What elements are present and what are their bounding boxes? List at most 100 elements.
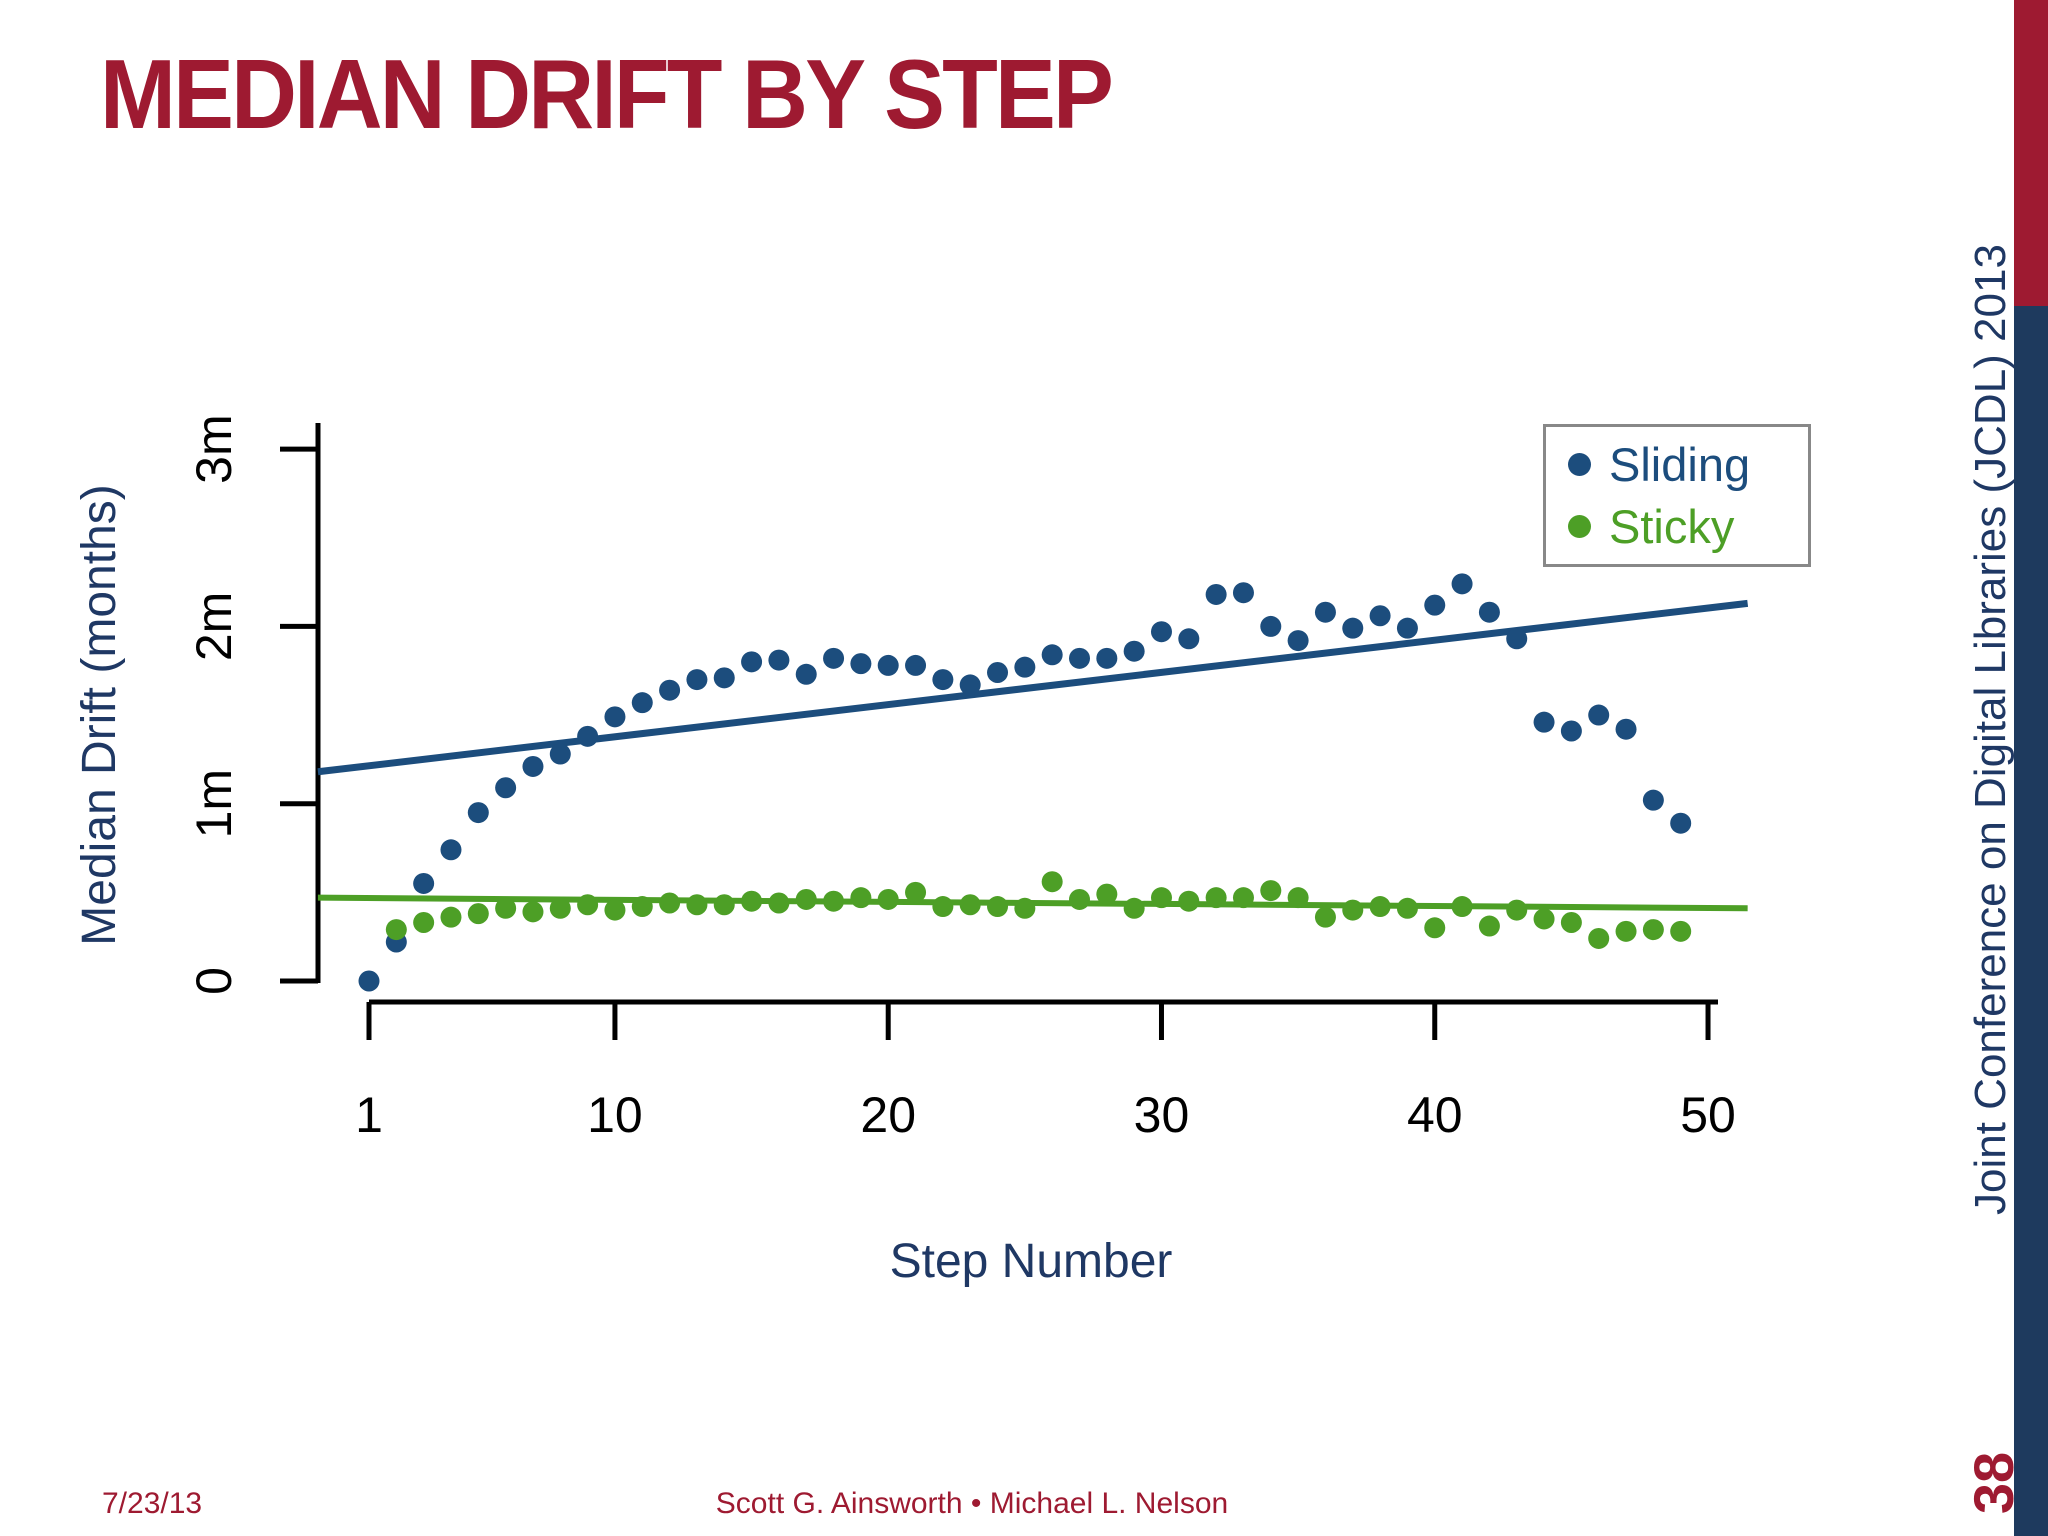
x-tick-label: 30 bbox=[1134, 1087, 1190, 1143]
y-tick-label: 3m bbox=[186, 414, 242, 483]
data-point bbox=[1588, 704, 1610, 726]
x-tick-label: 1 bbox=[355, 1087, 383, 1143]
data-point bbox=[1342, 899, 1364, 921]
slide-title: MEDIAN DRIFT BY STEP bbox=[100, 39, 1114, 149]
sliding-dot-icon bbox=[1568, 453, 1591, 477]
data-point bbox=[1478, 915, 1500, 937]
data-point bbox=[1041, 644, 1063, 666]
data-point bbox=[932, 669, 954, 691]
data-point bbox=[905, 654, 927, 676]
data-point bbox=[987, 896, 1009, 918]
data-point bbox=[959, 894, 981, 916]
data-point bbox=[440, 839, 462, 861]
data-point bbox=[823, 890, 845, 912]
data-point bbox=[385, 919, 407, 941]
data-point bbox=[467, 903, 489, 925]
y-tick-label: 1m bbox=[186, 769, 242, 838]
data-point bbox=[1670, 812, 1692, 834]
x-tick-label: 40 bbox=[1407, 1087, 1463, 1143]
x-tick-label: 50 bbox=[1680, 1087, 1736, 1143]
data-point bbox=[1123, 897, 1145, 919]
data-point bbox=[1560, 911, 1582, 933]
data-point bbox=[1069, 888, 1091, 910]
data-point bbox=[1506, 899, 1528, 921]
data-point bbox=[1369, 896, 1391, 918]
data-point bbox=[1260, 880, 1282, 902]
data-point bbox=[1069, 647, 1091, 669]
data-point bbox=[1314, 601, 1336, 623]
data-point bbox=[1369, 605, 1391, 627]
footer-date: 7/23/13 bbox=[102, 1487, 203, 1520]
data-point bbox=[358, 970, 380, 992]
data-point bbox=[659, 679, 681, 701]
x-axis-title: Step Number bbox=[889, 1235, 1173, 1288]
data-point bbox=[1096, 883, 1118, 905]
data-point bbox=[1096, 647, 1118, 669]
data-point bbox=[413, 872, 435, 894]
data-point bbox=[604, 899, 626, 921]
data-point bbox=[1178, 890, 1200, 912]
data-point bbox=[1314, 906, 1336, 928]
data-point bbox=[1588, 927, 1610, 949]
data-point bbox=[959, 674, 981, 696]
data-point bbox=[850, 653, 872, 675]
data-point bbox=[741, 890, 763, 912]
data-point bbox=[522, 755, 544, 777]
data-point bbox=[1123, 640, 1145, 662]
data-point bbox=[1396, 897, 1418, 919]
data-point bbox=[604, 706, 626, 728]
data-point bbox=[768, 649, 790, 671]
y-tick-label: 0 bbox=[186, 967, 242, 995]
data-point bbox=[741, 651, 763, 673]
data-point bbox=[1232, 887, 1254, 909]
y-tick-label: 2m bbox=[186, 592, 242, 661]
data-point bbox=[577, 725, 599, 747]
legend-item-sticky: Sticky bbox=[1568, 503, 1808, 550]
data-point bbox=[549, 897, 571, 919]
data-point bbox=[1041, 871, 1063, 893]
data-point bbox=[932, 896, 954, 918]
data-point bbox=[1424, 917, 1446, 939]
data-point bbox=[1150, 621, 1172, 643]
data-point bbox=[1232, 582, 1254, 604]
legend-label-sliding: Sliding bbox=[1609, 438, 1751, 492]
data-point bbox=[1451, 896, 1473, 918]
data-point bbox=[850, 887, 872, 909]
data-point bbox=[795, 663, 817, 685]
data-point bbox=[877, 888, 899, 910]
data-point bbox=[1205, 583, 1227, 605]
data-point bbox=[1287, 630, 1309, 652]
sticky-dot-icon bbox=[1568, 514, 1591, 538]
data-point bbox=[413, 911, 435, 933]
data-point bbox=[1533, 711, 1555, 733]
x-tick-label: 10 bbox=[587, 1087, 643, 1143]
data-point bbox=[1615, 920, 1637, 942]
data-point bbox=[987, 661, 1009, 683]
data-point bbox=[1287, 887, 1309, 909]
data-point bbox=[1178, 628, 1200, 650]
data-point bbox=[522, 901, 544, 923]
data-point bbox=[768, 892, 790, 914]
footer-authors: Scott G. Ainsworth • Michael L. Nelson bbox=[715, 1487, 1229, 1520]
data-point bbox=[1150, 887, 1172, 909]
data-point bbox=[631, 692, 653, 714]
sidebar-navy-bar bbox=[2014, 306, 2048, 1536]
data-point bbox=[631, 896, 653, 918]
conference-sidebar-text: Joint Conference on Digital Libraries (J… bbox=[1966, 244, 2015, 1215]
data-point bbox=[1642, 919, 1664, 941]
data-point bbox=[1342, 617, 1364, 639]
data-point bbox=[440, 906, 462, 928]
data-point bbox=[905, 881, 927, 903]
legend-label-sticky: Sticky bbox=[1609, 499, 1735, 553]
x-tick-label: 20 bbox=[860, 1087, 916, 1143]
data-point bbox=[577, 894, 599, 916]
data-point bbox=[549, 743, 571, 765]
data-point bbox=[1424, 594, 1446, 616]
trend-line bbox=[317, 599, 1749, 776]
data-point bbox=[1560, 720, 1582, 742]
data-point bbox=[1451, 573, 1473, 595]
slide-page-number: 38 bbox=[1962, 1451, 2025, 1515]
chart-legend: Sliding Sticky bbox=[1543, 424, 1811, 567]
data-point bbox=[659, 892, 681, 914]
